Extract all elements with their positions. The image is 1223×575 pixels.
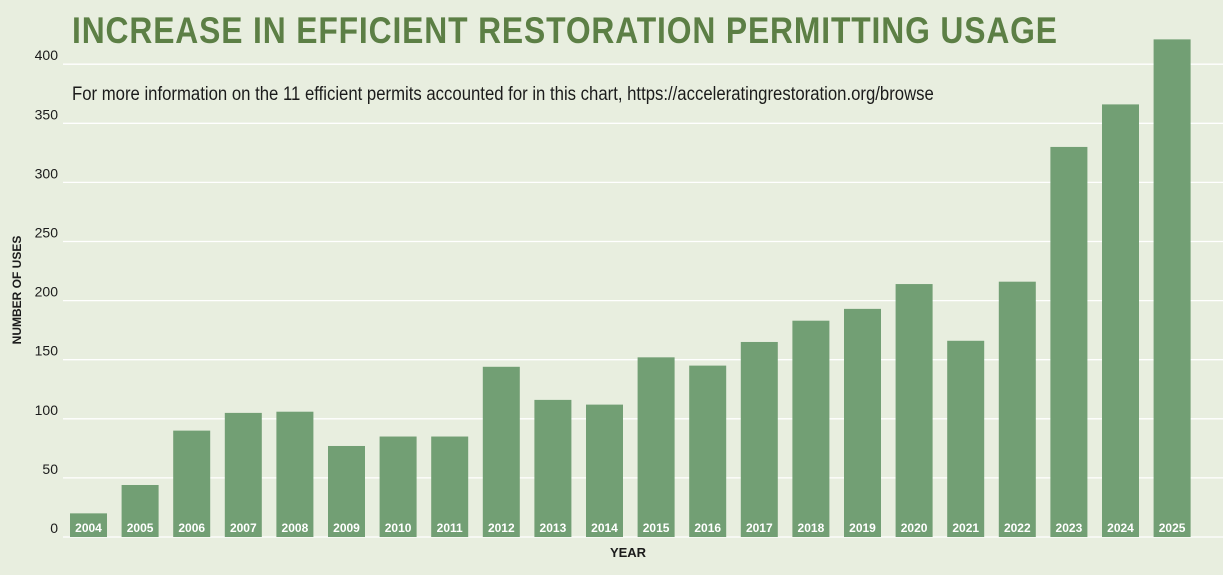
category-label-2022: 2022 <box>1004 521 1031 535</box>
bar-2014 <box>586 404 623 537</box>
bars <box>70 39 1191 538</box>
bar-2012 <box>482 366 520 537</box>
x-axis-label: YEAR <box>610 545 647 560</box>
category-label-2009: 2009 <box>333 521 360 535</box>
category-label-2004: 2004 <box>75 521 102 535</box>
bar-2025 <box>1153 39 1191 538</box>
category-label-2012: 2012 <box>488 521 515 535</box>
bar-2013 <box>534 399 572 537</box>
y-tick-label: 250 <box>35 225 59 241</box>
y-tick-label: 400 <box>35 47 59 63</box>
category-label-2008: 2008 <box>282 521 309 535</box>
category-label-2025: 2025 <box>1159 521 1186 535</box>
bar-2023 <box>1050 146 1088 537</box>
category-label-2023: 2023 <box>1056 521 1083 535</box>
bar-2005 <box>121 484 159 537</box>
bar-2024 <box>1102 104 1139 537</box>
category-label-2018: 2018 <box>798 521 825 535</box>
category-label-2013: 2013 <box>540 521 567 535</box>
y-tick-label: 100 <box>35 402 59 418</box>
bar-2008 <box>276 411 314 537</box>
category-label-2020: 2020 <box>901 521 928 535</box>
bar-2016 <box>689 365 727 537</box>
bar-2019 <box>844 308 881 537</box>
bar-2006 <box>173 430 211 537</box>
category-label-2006: 2006 <box>178 521 205 535</box>
category-label-2021: 2021 <box>952 521 979 535</box>
y-axis-label: NUMBER OF USES <box>10 236 24 345</box>
y-tick-label: 300 <box>35 165 59 181</box>
bar-2021 <box>947 340 985 537</box>
bar-2018 <box>792 320 830 537</box>
bar-2020 <box>895 284 933 537</box>
bar-2007 <box>224 412 262 537</box>
bar-2015 <box>637 357 675 537</box>
bar-2010 <box>379 436 417 537</box>
category-label-2019: 2019 <box>849 521 876 535</box>
category-label-2014: 2014 <box>591 521 618 535</box>
y-tick-label: 350 <box>35 106 59 122</box>
bar-2011 <box>431 436 469 537</box>
bar-2017 <box>740 341 778 537</box>
category-label-2007: 2007 <box>230 521 257 535</box>
bar-2009 <box>328 445 365 537</box>
y-tick-label: 50 <box>42 461 58 477</box>
chart-title: INCREASE IN EFFICIENT RESTORATION PERMIT… <box>72 10 1058 51</box>
category-label-2016: 2016 <box>694 521 721 535</box>
category-label-2015: 2015 <box>643 521 670 535</box>
y-tick-label: 200 <box>35 284 59 300</box>
bar-2022 <box>998 281 1036 537</box>
bar-2004 <box>70 513 107 537</box>
category-label-2017: 2017 <box>746 521 773 535</box>
category-label-2010: 2010 <box>385 521 412 535</box>
category-label-2005: 2005 <box>127 521 154 535</box>
category-label-2024: 2024 <box>1107 521 1134 535</box>
chart-subtitle: For more information on the 11 efficient… <box>72 84 934 105</box>
category-label-2011: 2011 <box>437 521 463 535</box>
category-labels: 2004 2005 2006 2007 2008 2009 2010 2011 2012 2013… <box>75 521 1186 535</box>
y-tick-label: 150 <box>35 343 59 359</box>
y-axis-ticks: 0 50 100 150 200 250 300 350 400 <box>35 47 59 536</box>
y-tick-label: 0 <box>50 520 58 536</box>
